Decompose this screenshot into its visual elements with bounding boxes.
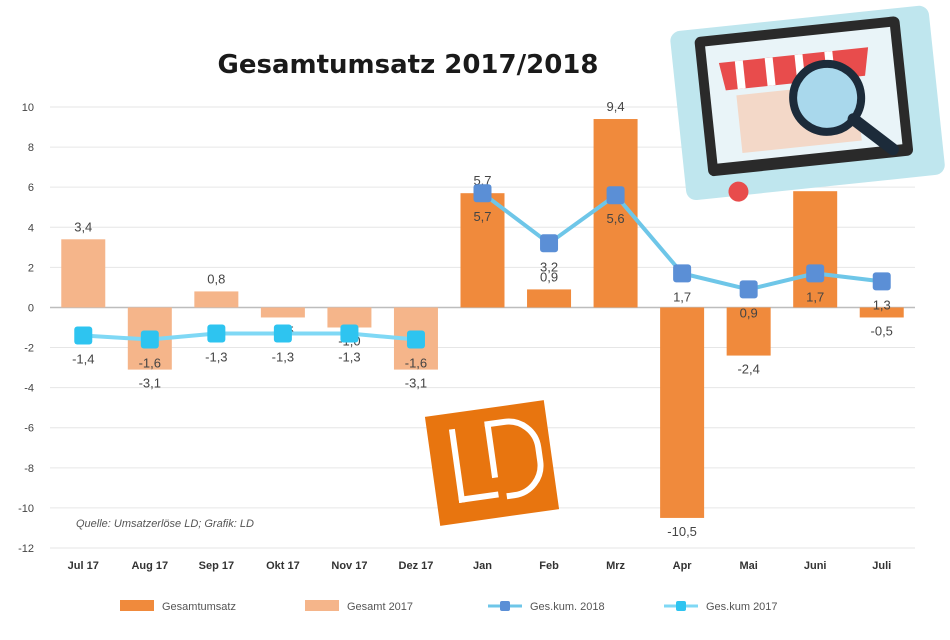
bar [660,307,705,518]
y-tick-label: -2 [24,343,34,355]
chart-title: Gesamtumsatz 2017/2018 [218,50,599,80]
line-point [340,324,359,343]
line-value-label: 1,7 [673,289,691,304]
line-point [140,330,159,349]
bar [260,307,305,318]
line-point [273,324,292,343]
line-point [406,330,425,349]
y-tick-label: -12 [18,543,34,555]
line-point [540,234,559,253]
line-value-label: 5,7 [473,209,491,224]
bar-value-label: -10,5 [667,524,697,539]
bar [527,289,572,308]
line-value-label: 0,9 [740,305,758,320]
legend-marker [676,601,686,611]
line-point [673,264,692,283]
bar-value-label: 0,8 [207,271,225,286]
bar [194,291,239,308]
x-tick-label: Sep 17 [199,560,234,572]
line-value-label: 1,3 [873,297,891,312]
x-tick-label: Mrz [606,560,625,572]
bar [793,191,838,308]
line-point [207,324,226,343]
x-tick-label: Jul 17 [68,560,99,572]
line-value-label: 3,2 [540,259,558,274]
x-tick-label: Dez 17 [399,560,434,572]
line-point [74,326,93,345]
line-value-label: -1,6 [139,356,161,371]
line-value-label: -1,3 [338,350,360,365]
series-line [83,331,417,342]
legend-marker [500,601,510,611]
line-value-label: 1,7 [806,289,824,304]
bar-value-label: -0,5 [871,323,893,338]
line-point [739,280,758,299]
bar-value-label: -3,1 [139,376,161,391]
x-tick-label: Apr [673,560,693,572]
bar [859,307,904,318]
x-tick-label: Okt 17 [266,560,300,572]
bar-value-label: 3,4 [74,219,92,234]
x-tick-label: Aug 17 [131,560,168,572]
x-tick-label: Juli [872,560,891,572]
line-point [806,264,825,283]
x-axis-ticks: Jul 17 Aug 17 Sep 17 Okt 17 Nov 17 Dez 17 Jan F… [68,560,892,572]
x-tick-label: Jan [473,560,492,572]
series-lines: 5,7 3,2 5,6 1,7 0,9 1,7 1,3 -1,4 -1,6 -1,3 -1,3 -1,… [72,184,891,371]
legend-label: Gesamt 2017 [347,601,413,613]
y-tick-label: -8 [24,463,34,475]
bar-value-label: 9,4 [607,99,625,114]
x-tick-label: Mai [739,560,757,572]
bar-value-label: 0,9 [540,269,558,284]
y-tick-label: 4 [28,222,34,234]
line-value-label: -1,6 [405,356,427,371]
legend-label: Ges.kum 2017 [706,601,778,613]
bar [327,307,372,328]
bar [726,307,771,356]
legend-label: Ges.kum. 2018 [530,601,605,613]
x-tick-label: Nov 17 [331,560,367,572]
bar-value-label: -2,4 [737,362,759,377]
y-tick-label: 8 [28,142,34,154]
y-tick-label: 2 [28,262,34,274]
y-tick-label: 10 [22,102,34,114]
bars: 3,4-3,10,8-0,5-1,0-3,15,70,99,4-10,5-2,4… [61,99,904,539]
legend-label: Gesamtumsatz [162,601,236,613]
line-value-label: -1,3 [205,350,227,365]
legend-swatch [120,600,154,611]
line-value-label: -1,4 [72,352,94,367]
shop-magnifier-icon [670,5,945,202]
y-tick-label: -10 [18,503,34,515]
y-tick-label: -4 [24,383,34,395]
line-point [872,272,891,291]
y-tick-label: 6 [28,182,34,194]
x-tick-label: Juni [804,560,827,572]
legend-swatch [305,600,339,611]
line-value-label: -1,3 [272,350,294,365]
line-value-label: 5,6 [607,211,625,226]
bar [61,239,106,308]
x-tick-label: Feb [539,560,559,572]
ld-logo [424,400,560,526]
legend: Gesamtumsatz Gesamt 2017 Ges.kum. 2018 Ges.… [120,600,778,613]
source-note: Quelle: Umsatzerlöse LD; Grafik: LD [76,518,254,530]
bar-value-label: -3,1 [405,376,427,391]
y-axis-ticks: 10 8 6 4 2 0 -2 -4 -6 -8 -10 -12 [18,102,34,555]
line-point [473,184,492,203]
line-point [606,186,625,205]
bar [460,193,505,308]
y-tick-label: -6 [24,423,34,435]
y-tick-label: 0 [28,302,34,314]
